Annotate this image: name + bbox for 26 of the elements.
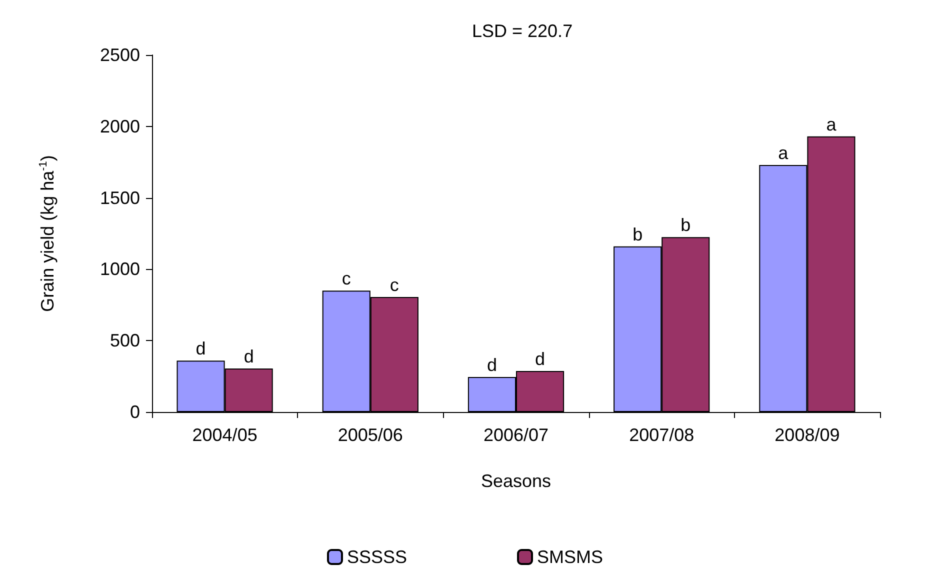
data-label: c bbox=[390, 275, 399, 296]
data-label: d bbox=[535, 349, 546, 370]
data-label: d bbox=[244, 346, 254, 366]
data-label: a bbox=[826, 114, 838, 134]
y-tick-label: 0 bbox=[130, 402, 140, 422]
y-axis-title: Grain yield (kg ha-1) bbox=[38, 155, 58, 312]
y-tick-label: 2000 bbox=[100, 116, 140, 136]
y-tick-label: 2500 bbox=[100, 45, 140, 65]
x-tick-label: 2006/07 bbox=[483, 425, 549, 445]
x-tick-label: 2004/05 bbox=[192, 425, 258, 445]
y-tick-label: 1000 bbox=[100, 259, 140, 280]
data-label: d bbox=[486, 355, 497, 376]
x-tick-label: 2007/08 bbox=[629, 425, 694, 445]
x-tick-label: 2005/06 bbox=[338, 425, 403, 445]
x-tick-label: 2008/09 bbox=[774, 425, 840, 445]
legend-label: SSSSS bbox=[346, 547, 408, 567]
y-tick-label: 1500 bbox=[100, 188, 140, 208]
data-label: d bbox=[196, 338, 206, 359]
text: LSD = 220.7 bbox=[472, 21, 573, 41]
data-label: a bbox=[778, 142, 790, 163]
data-label: b bbox=[632, 224, 643, 244]
y-tick-label: 500 bbox=[110, 330, 140, 351]
x-axis-title: Seasons bbox=[480, 471, 552, 491]
data-label: c bbox=[342, 268, 351, 289]
legend-label: SMSMS bbox=[537, 547, 604, 567]
data-label: b bbox=[680, 215, 691, 236]
